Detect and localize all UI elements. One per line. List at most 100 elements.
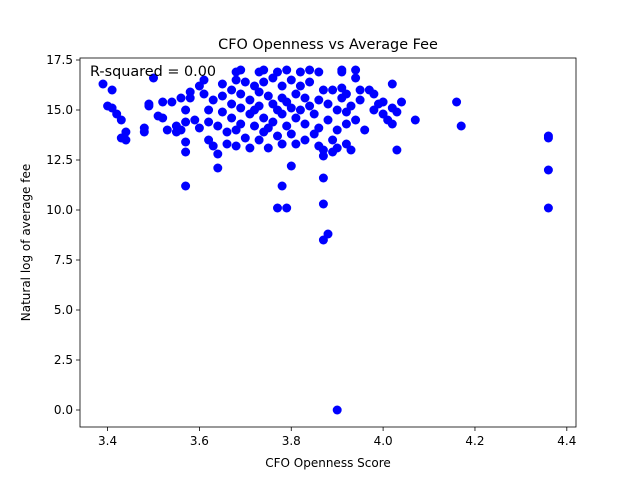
data-point	[346, 101, 356, 111]
data-points	[98, 65, 553, 415]
data-point	[144, 101, 154, 111]
data-point	[543, 133, 553, 143]
data-point	[378, 97, 388, 107]
data-point	[305, 101, 315, 111]
y-tick-label: 7.5	[54, 253, 73, 267]
data-point	[318, 199, 328, 209]
data-point	[286, 161, 296, 171]
chart-title: CFO Openness vs Average Fee	[218, 37, 438, 53]
data-point	[314, 67, 324, 77]
data-point	[323, 229, 333, 239]
data-point	[227, 85, 237, 95]
data-point	[295, 105, 305, 115]
x-axis: 3.4 3.6 3.8 4.0 4.2 4.4	[98, 427, 576, 448]
data-point	[332, 125, 342, 135]
data-point	[217, 107, 227, 117]
data-point	[273, 67, 282, 77]
data-point	[194, 123, 204, 133]
data-point	[213, 121, 223, 131]
data-point	[254, 135, 264, 145]
data-point	[291, 89, 301, 99]
data-point	[181, 147, 191, 157]
y-tick-label: 17.5	[46, 53, 73, 67]
data-point	[250, 121, 259, 131]
data-point	[227, 113, 237, 123]
data-point	[208, 95, 218, 105]
data-point	[273, 131, 282, 141]
data-point	[323, 99, 333, 109]
data-point	[305, 77, 315, 87]
data-point	[273, 203, 282, 213]
x-tick-label: 3.8	[282, 434, 301, 448]
data-point	[286, 129, 296, 139]
data-point	[346, 145, 356, 155]
data-point	[341, 89, 351, 99]
data-point	[332, 143, 342, 153]
data-point	[268, 117, 278, 127]
y-tick-label: 5.0	[54, 303, 73, 317]
data-point	[295, 81, 305, 91]
data-point	[300, 93, 310, 103]
data-point	[282, 121, 292, 131]
data-point	[213, 163, 223, 173]
data-point	[286, 103, 296, 113]
data-point	[387, 79, 397, 89]
data-point	[300, 135, 310, 145]
data-point	[236, 89, 246, 99]
data-point	[149, 73, 158, 83]
data-point	[217, 79, 227, 89]
plot-area-frame	[79, 57, 577, 428]
data-point	[332, 105, 342, 115]
y-tick-label: 10.0	[46, 203, 73, 217]
data-point	[259, 113, 269, 123]
data-point	[369, 89, 379, 99]
data-point	[181, 181, 191, 191]
data-point	[263, 91, 273, 101]
data-point	[158, 97, 168, 107]
data-point	[360, 125, 370, 135]
data-point	[240, 77, 250, 87]
data-point	[452, 97, 462, 107]
y-tick-label: 2.5	[54, 353, 73, 367]
data-point	[277, 109, 287, 119]
data-point	[176, 93, 186, 103]
data-point	[199, 75, 209, 85]
data-point	[351, 73, 361, 83]
data-point	[222, 139, 232, 149]
data-point	[410, 115, 420, 125]
data-point	[204, 117, 214, 127]
y-tick-label: 0.0	[54, 403, 73, 417]
x-tick-label: 3.4	[98, 434, 117, 448]
data-point	[355, 95, 365, 105]
data-point	[543, 165, 553, 175]
data-point	[392, 107, 402, 117]
data-point	[213, 149, 223, 159]
x-tick-label: 4.4	[557, 434, 576, 448]
data-point	[277, 81, 287, 91]
data-point	[387, 119, 397, 129]
data-point	[181, 105, 191, 115]
data-point	[227, 99, 237, 109]
data-point	[158, 113, 168, 123]
data-point	[332, 405, 342, 415]
data-point	[355, 85, 365, 95]
data-point	[236, 65, 246, 75]
data-point	[318, 151, 328, 161]
data-point	[277, 139, 287, 149]
data-point	[291, 113, 301, 123]
data-point	[282, 65, 292, 75]
data-point	[309, 109, 319, 119]
y-tick-label: 15.0	[46, 103, 73, 117]
data-point	[351, 65, 361, 75]
data-point	[282, 203, 292, 213]
data-point	[139, 127, 149, 137]
data-point	[351, 115, 361, 125]
data-point	[231, 75, 241, 85]
data-point	[181, 137, 191, 147]
data-point	[231, 141, 241, 151]
data-point	[397, 97, 406, 107]
data-point	[337, 65, 347, 75]
data-point	[341, 119, 351, 129]
data-point	[98, 79, 108, 89]
